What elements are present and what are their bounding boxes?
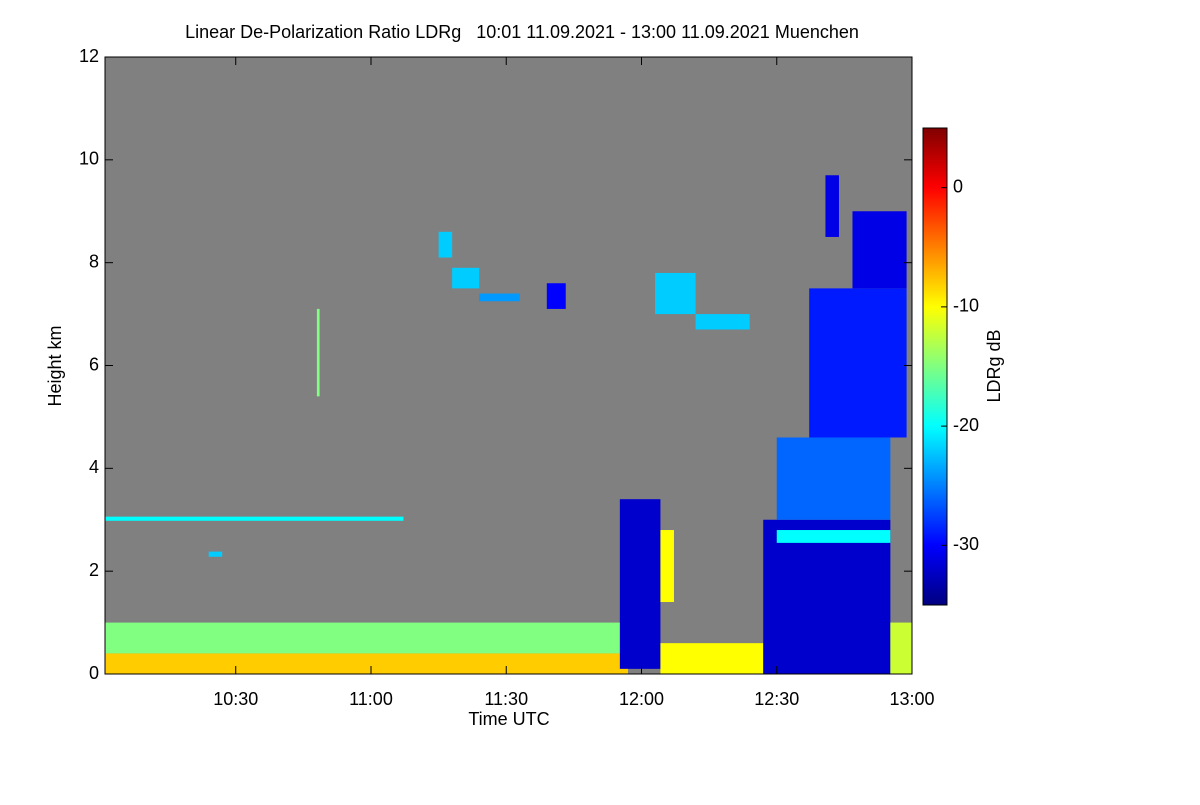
heat-cell	[695, 314, 750, 330]
colorbar	[922, 127, 948, 606]
y-tick-label: 4	[89, 457, 99, 477]
x-tick-label: 13:00	[889, 689, 934, 709]
heat-cell	[105, 653, 628, 674]
colorbar-label: LDRg dB	[984, 329, 1004, 402]
y-tick-label: 12	[79, 46, 99, 66]
heat-cell	[619, 499, 661, 669]
heat-cell	[763, 519, 891, 674]
y-tick-label: 8	[89, 251, 99, 271]
y-tick-label: 10	[79, 149, 99, 169]
colorbar-tick-label: -20	[953, 415, 979, 435]
x-tick-label: 12:30	[754, 689, 799, 709]
heat-cell	[655, 272, 696, 315]
y-tick-label: 6	[89, 354, 99, 374]
heat-cell	[105, 622, 628, 654]
heat-cell	[776, 437, 891, 520]
heat-cell	[105, 516, 404, 521]
heat-cell	[825, 175, 839, 237]
x-tick-label: 12:00	[619, 689, 664, 709]
y-axis-label: Height km	[45, 325, 65, 406]
colorbar-tick-label: -10	[953, 296, 979, 316]
plot-area	[105, 57, 912, 674]
heat-cell	[660, 530, 674, 603]
heat-cell	[776, 530, 891, 543]
y-tick-label: 2	[89, 560, 99, 580]
x-tick-label: 11:00	[349, 689, 393, 709]
heat-cell	[316, 308, 320, 397]
heat-cell	[890, 622, 912, 674]
x-axis-label: Time UTC	[468, 709, 549, 729]
colorbar-tick-label: 0	[953, 176, 963, 196]
y-tick-label: 0	[89, 663, 99, 683]
heat-cell	[438, 231, 453, 258]
chart-title: Linear De-Polarization Ratio LDRg 10:01 …	[185, 22, 859, 42]
heat-cell	[546, 283, 566, 309]
heat-cell	[809, 288, 907, 438]
heat-cell	[660, 643, 764, 674]
heat-cell	[452, 267, 480, 289]
heat-cell	[479, 293, 520, 302]
x-tick-label: 10:30	[213, 689, 258, 709]
x-tick-label: 11:30	[484, 689, 528, 709]
heat-cell	[208, 551, 223, 557]
heat-cell	[852, 211, 907, 289]
colorbar-tick-label: -30	[953, 534, 979, 554]
